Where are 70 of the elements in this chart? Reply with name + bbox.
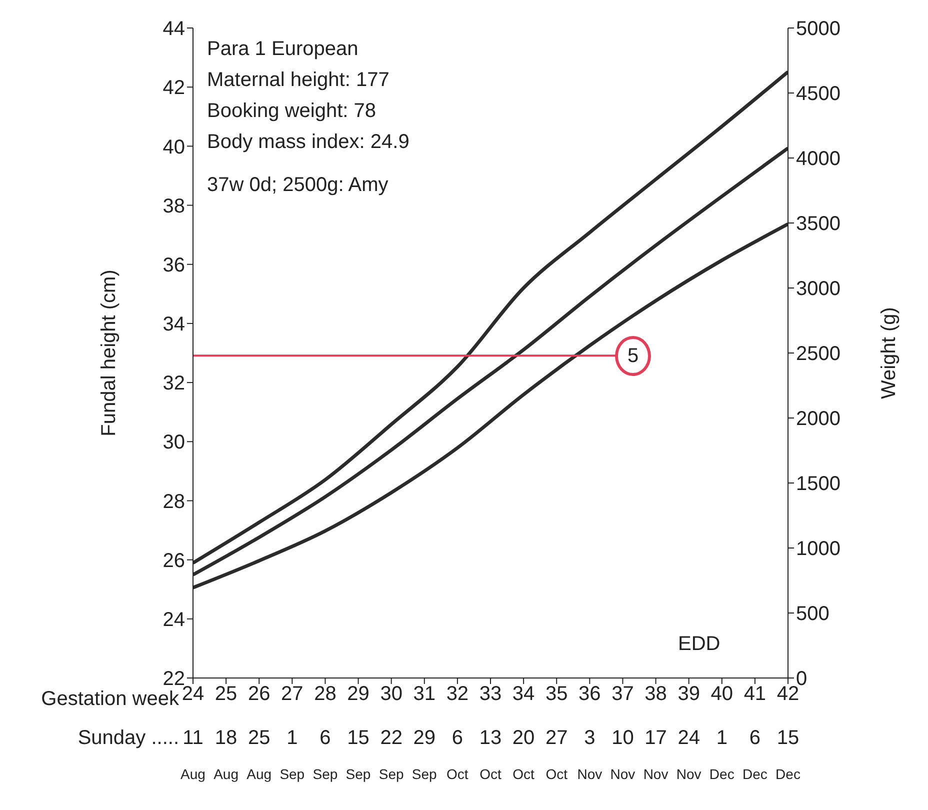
- x-tick-label: 39: [678, 683, 700, 706]
- y-tick-label: 32: [162, 372, 185, 395]
- x-tick-label: 41: [744, 683, 766, 706]
- y2-tick-label: 5000: [796, 18, 840, 40]
- x-tick-label: 35: [545, 683, 568, 706]
- y2-tick-label: 2500: [796, 343, 840, 366]
- x-tick-label: 26: [248, 683, 270, 706]
- y2-tick-label: 1000: [796, 538, 840, 560]
- y2-tick-label: 3000: [796, 278, 840, 300]
- text: 27 Oct: [545, 727, 568, 782]
- x-tick-label: 36: [578, 683, 601, 706]
- text: 29 Sep: [412, 727, 437, 782]
- x-tick-label: 33: [479, 683, 502, 706]
- x-tick-label: 31: [413, 683, 436, 706]
- y2-axis-title: Weight (g): [878, 307, 900, 399]
- y-tick-label: 44: [162, 18, 185, 40]
- x-tick-label: 28: [314, 683, 336, 706]
- text: 13 Oct: [479, 727, 502, 782]
- text: Sunday .....: [78, 726, 179, 750]
- y-tick-label: 26: [162, 550, 185, 572]
- text: 1 Sep: [280, 727, 305, 782]
- x-tick-label: 37: [612, 683, 634, 706]
- text: 25 Aug: [246, 727, 272, 782]
- text: 6 Oct: [446, 727, 468, 782]
- annotation: Maternal height: 177: [207, 68, 390, 93]
- y-axis-title: Fundal height (cm): [98, 270, 120, 436]
- text: 6 Dec: [742, 727, 768, 782]
- annotation: EDD: [678, 633, 720, 656]
- text: 24 Nov: [676, 727, 702, 782]
- y-tick-label: 36: [162, 254, 185, 276]
- text: 22 Sep: [378, 727, 404, 782]
- y2-tick-label: 4500: [796, 83, 840, 106]
- annotation: Para 1 European: [207, 37, 360, 62]
- annotation: Body mass index: 24.9: [207, 130, 410, 155]
- annotation: 37w 0d; 2500g: Amy: [207, 173, 390, 198]
- y2-tick-label: 3500: [796, 213, 840, 236]
- text: 6 Sep: [312, 727, 338, 782]
- text: 15 Sep: [346, 727, 371, 782]
- text: 18 Aug: [214, 727, 238, 782]
- circled-number: 5: [615, 336, 652, 376]
- x-tick-label: 40: [710, 683, 734, 706]
- y-tick-label: 40: [162, 136, 185, 158]
- x-tick-label: 30: [380, 683, 402, 706]
- x-tick-label: 42: [776, 683, 800, 706]
- x-axis-title: Gestation week: [41, 688, 180, 710]
- text: 11 Aug: [180, 727, 206, 782]
- x-tick-label: 29: [347, 683, 370, 706]
- x-tick-label: 38: [644, 683, 667, 706]
- y-tick-label: 30: [162, 432, 185, 454]
- y2-tick-label: 1500: [796, 473, 840, 496]
- y2-tick-label: 4000: [796, 148, 840, 170]
- y-tick-label: 24: [162, 609, 185, 632]
- y-tick-label: 34: [162, 314, 185, 336]
- text: 10 Nov: [610, 727, 636, 782]
- text: 1 Dec: [709, 727, 734, 782]
- x-tick-label: 34: [512, 683, 535, 706]
- x-tick-label: 32: [446, 683, 469, 706]
- y-tick-label: 42: [162, 77, 185, 100]
- text: 15 Dec: [776, 727, 800, 782]
- text: 20 Oct: [512, 727, 535, 782]
- annotation: Booking weight: 78: [207, 99, 378, 124]
- text: 3 Nov: [577, 727, 602, 782]
- text: 17 Nov: [643, 727, 668, 782]
- y-tick-label: 38: [162, 195, 185, 218]
- x-tick-label: 27: [281, 683, 304, 706]
- x-tick-label: 24: [182, 683, 204, 706]
- x-tick-label: 25: [214, 683, 238, 706]
- y-tick-label: 28: [162, 490, 185, 513]
- y2-tick-label: 2000: [796, 408, 840, 430]
- y2-tick-label: 500: [796, 603, 830, 626]
